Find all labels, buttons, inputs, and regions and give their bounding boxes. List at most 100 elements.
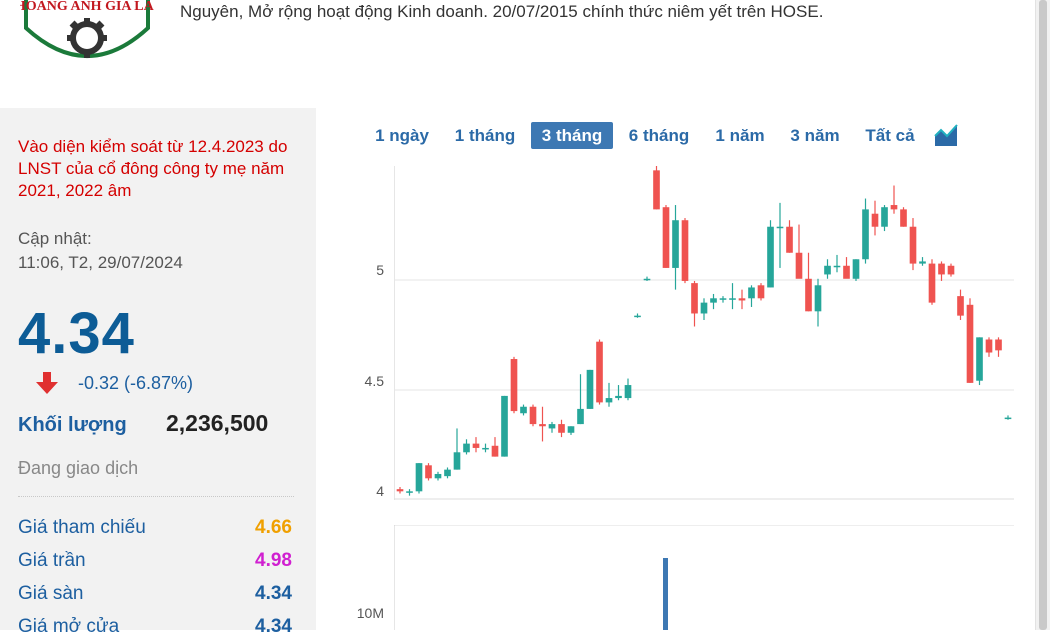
candle-body <box>634 315 641 318</box>
stat-value: 4.66 <box>255 517 292 538</box>
candle-body <box>643 278 651 281</box>
stat-row-ceiling: Giá trần 4.98 <box>18 550 292 578</box>
candle-body <box>805 278 812 312</box>
candle-body <box>852 259 860 279</box>
candle-body <box>672 220 679 268</box>
candle-body <box>748 287 755 299</box>
stat-label: Giá trần <box>18 550 86 571</box>
candle-body <box>662 207 670 268</box>
candle-body <box>966 304 974 383</box>
candle-body <box>558 424 565 433</box>
candlestick-chart[interactable] <box>394 166 1014 500</box>
stock-info-panel <box>0 108 316 630</box>
divider <box>18 496 294 497</box>
candle-body <box>396 489 404 492</box>
candle-body <box>995 339 1002 351</box>
candle-body <box>824 265 831 275</box>
candle-body <box>415 463 423 492</box>
candle-body <box>795 252 803 279</box>
logo-text: HOÀNG ANH GIA LAI <box>20 0 154 14</box>
candle-body <box>1004 417 1012 420</box>
stat-value: 4.98 <box>255 550 292 571</box>
candle-body <box>539 424 546 427</box>
candle-body <box>947 265 955 275</box>
chart-type-icon[interactable] <box>933 122 959 148</box>
candle-body <box>710 298 717 303</box>
candle-body <box>900 209 907 227</box>
candle-body <box>605 398 613 403</box>
update-label: Cập nhật: <box>18 229 92 248</box>
candle-body <box>928 263 936 303</box>
stat-label: Giá mở cửa <box>18 616 120 637</box>
candle-body <box>719 298 727 300</box>
candle-body <box>919 261 926 264</box>
update-time: 11:06, T2, 29/07/2024 <box>18 253 183 272</box>
candle-body <box>738 298 746 301</box>
volume-value: 2,236,500 <box>166 410 269 436</box>
volume-bar <box>663 558 668 630</box>
stat-row-floor: Giá sàn 4.34 <box>18 583 292 611</box>
current-price: 4.34 <box>18 301 135 366</box>
candle-body <box>567 426 575 433</box>
candle-body <box>520 406 527 414</box>
trading-status: Đang giao dịch <box>18 458 139 478</box>
y-tick-label: 4 <box>376 483 384 499</box>
candle-body <box>957 296 964 316</box>
candle-body <box>890 205 898 210</box>
tab-range-1-day[interactable]: 1 ngày <box>375 126 429 145</box>
candle-body <box>691 283 698 314</box>
candle-body <box>548 424 556 429</box>
candle-body <box>681 220 689 281</box>
candle-body <box>624 385 632 399</box>
down-arrow-icon <box>36 372 58 394</box>
candle-body <box>425 465 432 479</box>
candle-body <box>985 339 993 353</box>
candle-body <box>434 473 442 479</box>
scrollbar-thumb[interactable] <box>1039 0 1047 630</box>
candle-body <box>577 408 584 425</box>
candle-body <box>814 285 822 312</box>
tab-range-3-months[interactable]: 3 tháng <box>531 122 613 149</box>
candle-body <box>700 302 708 314</box>
candle-body <box>767 226 774 288</box>
volume-tick-label: 10M <box>356 605 384 621</box>
y-tick-label: 5 <box>376 262 384 278</box>
tab-range-6-months[interactable]: 6 tháng <box>628 126 690 145</box>
candle-body <box>776 226 784 229</box>
candle-body <box>615 395 622 399</box>
candle-body <box>786 226 793 253</box>
price-change: -0.32 (-6.87%) <box>78 373 194 393</box>
control-notice: Vào diện kiểm soát từ 12.4.2023 do LNST … <box>18 137 288 200</box>
candle-body <box>843 265 850 279</box>
candle-body <box>833 265 841 268</box>
tab-range-all[interactable]: Tất cả <box>865 126 915 145</box>
candle-body <box>909 226 917 264</box>
company-intro-text: Nguyên, Mở rộng hoạt động Kinh doanh. 20… <box>180 2 824 21</box>
tab-range-3-years[interactable]: 3 năm <box>790 126 840 145</box>
candle-body <box>938 263 945 275</box>
tab-range-1-year[interactable]: 1 năm <box>715 126 765 145</box>
candle-body <box>976 337 983 381</box>
company-logo: HOÀNG ANH GIA LAI <box>20 0 154 58</box>
candle-body <box>881 207 888 227</box>
stat-label: Giá tham chiếu <box>18 517 146 538</box>
candle-body <box>463 443 470 453</box>
stat-row-open: Giá mở cửa 4.34 <box>18 616 292 644</box>
tab-range-1-month[interactable]: 1 tháng <box>454 126 516 145</box>
candle-body <box>491 445 499 457</box>
stat-label: Giá sàn <box>18 583 84 604</box>
candle-body <box>472 443 480 448</box>
candle-body <box>757 285 765 299</box>
stat-value: 4.34 <box>255 583 292 604</box>
candle-body <box>529 406 537 425</box>
candle-body <box>653 170 660 210</box>
candle-body <box>871 213 879 227</box>
page-scrollbar[interactable] <box>1035 0 1050 630</box>
candle-body <box>482 447 489 450</box>
candle-body <box>444 469 451 477</box>
candle-body <box>453 452 461 470</box>
volume-chart[interactable] <box>394 525 1014 630</box>
candle-body <box>862 209 869 260</box>
candle-body <box>501 395 508 457</box>
stat-row-reference: Giá tham chiếu 4.66 <box>18 517 292 545</box>
